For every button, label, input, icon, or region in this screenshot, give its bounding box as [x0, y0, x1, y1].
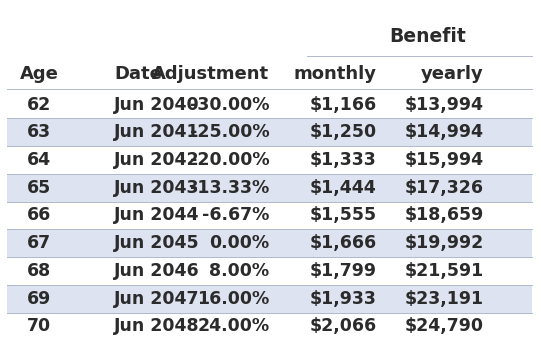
Text: 66: 66 [27, 207, 51, 224]
Text: Benefit: Benefit [389, 27, 466, 46]
FancyBboxPatch shape [7, 229, 532, 257]
Text: Jun 2040: Jun 2040 [114, 95, 199, 114]
Text: $1,333: $1,333 [310, 151, 377, 169]
Text: 24.00%: 24.00% [197, 317, 270, 336]
Text: $1,933: $1,933 [310, 290, 377, 308]
Text: $23,191: $23,191 [405, 290, 484, 308]
Text: $15,994: $15,994 [405, 151, 484, 169]
Text: $17,326: $17,326 [405, 179, 484, 197]
Text: 64: 64 [27, 151, 51, 169]
FancyBboxPatch shape [7, 118, 532, 146]
Text: $2,066: $2,066 [309, 317, 377, 336]
Text: Age: Age [19, 65, 58, 83]
Text: 63: 63 [27, 123, 51, 141]
Text: $14,994: $14,994 [405, 123, 484, 141]
Text: -30.00%: -30.00% [190, 95, 270, 114]
Text: 69: 69 [27, 290, 51, 308]
Text: Jun 2042: Jun 2042 [114, 151, 199, 169]
Text: Adjustment: Adjustment [153, 65, 270, 83]
Text: yearly: yearly [421, 65, 484, 83]
Text: $24,790: $24,790 [405, 317, 484, 336]
Text: $18,659: $18,659 [405, 207, 484, 224]
Text: Jun 2048: Jun 2048 [114, 317, 199, 336]
FancyBboxPatch shape [7, 174, 532, 202]
Text: $1,444: $1,444 [310, 179, 377, 197]
Text: Jun 2047: Jun 2047 [114, 290, 199, 308]
Text: $1,666: $1,666 [309, 234, 377, 252]
Text: Jun 2044: Jun 2044 [114, 207, 199, 224]
Text: $1,555: $1,555 [309, 207, 377, 224]
Text: $19,992: $19,992 [405, 234, 484, 252]
Text: $21,591: $21,591 [405, 262, 484, 280]
Text: $1,166: $1,166 [309, 95, 377, 114]
Text: -25.00%: -25.00% [190, 123, 270, 141]
Text: $1,250: $1,250 [309, 123, 377, 141]
Text: Jun 2046: Jun 2046 [114, 262, 199, 280]
Text: Jun 2045: Jun 2045 [114, 234, 199, 252]
Text: 67: 67 [27, 234, 51, 252]
Text: $13,994: $13,994 [405, 95, 484, 114]
Text: 65: 65 [27, 179, 51, 197]
Text: $1,799: $1,799 [310, 262, 377, 280]
Text: 0.00%: 0.00% [209, 234, 270, 252]
Text: 16.00%: 16.00% [197, 290, 270, 308]
Text: Jun 2043: Jun 2043 [114, 179, 199, 197]
Text: 68: 68 [27, 262, 51, 280]
Text: monthly: monthly [294, 65, 377, 83]
Text: 8.00%: 8.00% [209, 262, 270, 280]
Text: 70: 70 [27, 317, 51, 336]
Text: Jun 2041: Jun 2041 [114, 123, 199, 141]
Text: -13.33%: -13.33% [190, 179, 270, 197]
Text: -20.00%: -20.00% [190, 151, 270, 169]
Text: Date: Date [114, 65, 162, 83]
Text: 62: 62 [27, 95, 51, 114]
FancyBboxPatch shape [7, 285, 532, 313]
Text: -6.67%: -6.67% [202, 207, 270, 224]
